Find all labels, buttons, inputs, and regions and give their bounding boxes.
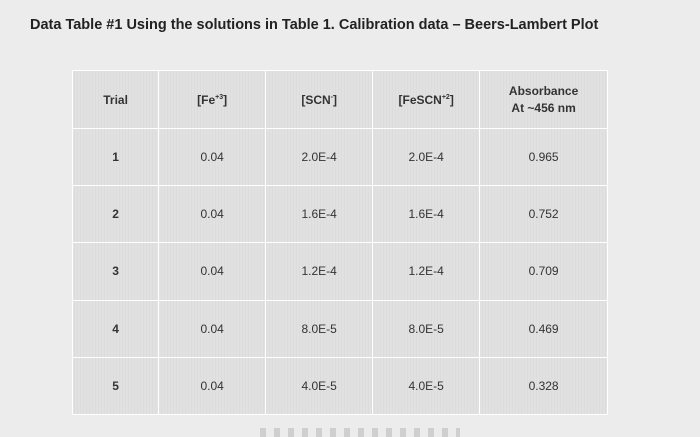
header-trial-label: Trial <box>103 92 128 107</box>
table-header-row: Trial [Fe+3] [SCN-] [FeSCN+2] Absorbance… <box>71 70 608 129</box>
cell-absorbance: 0.328 <box>479 356 608 416</box>
cell-trial: 5 <box>71 356 160 416</box>
cell-fescn: 1.2E-4 <box>372 242 481 301</box>
table-row: 2 0.04 1.6E-4 1.6E-4 0.752 <box>71 185 608 244</box>
cell-fescn: 8.0E-5 <box>372 299 481 358</box>
heading-bold-part: Calibration data – Beers-Lambert Plot <box>338 17 599 33</box>
cell-trial: 1 <box>71 127 160 187</box>
cell-fescn: 2.0E-4 <box>372 127 481 187</box>
cell-scn: 2.0E-4 <box>265 127 374 187</box>
header-fe-close: ] <box>223 92 228 107</box>
header-abs-line1: Absorbance <box>508 84 579 98</box>
calibration-data-table: Trial [Fe+3] [SCN-] [FeSCN+2] Absorbance… <box>71 70 608 416</box>
header-trial: Trial <box>71 70 160 129</box>
table-row: 5 0.04 4.0E-5 4.0E-5 0.328 <box>71 356 608 416</box>
cell-fescn: 1.6E-4 <box>372 185 481 244</box>
cell-fe: 0.04 <box>158 127 267 187</box>
cell-fe: 0.04 <box>158 299 267 358</box>
header-fescn-close: ] <box>449 92 454 107</box>
header-scn-close: ] <box>333 92 338 107</box>
cell-trial: 4 <box>71 299 160 358</box>
header-absorbance: Absorbance At ~456 nm <box>479 70 608 129</box>
header-fescn-sup: +2 <box>441 93 450 101</box>
header-abs-line2: At ~456 nm <box>511 101 576 115</box>
header-scn: [SCN-] <box>265 70 374 129</box>
cell-fe: 0.04 <box>158 242 267 301</box>
heading-label: Data Table #1 Using the solutions in Tab… <box>30 17 335 33</box>
header-scn-sup: - <box>330 93 334 101</box>
cell-trial: 3 <box>71 242 160 301</box>
cell-scn: 4.0E-5 <box>265 356 374 416</box>
header-scn-base: [SCN <box>301 92 331 107</box>
header-fescn: [FeSCN+2] <box>372 70 481 129</box>
cell-absorbance: 0.709 <box>479 242 608 301</box>
header-fescn-base: [FeSCN <box>398 92 442 107</box>
cell-absorbance: 0.752 <box>479 185 608 244</box>
table-row: 1 0.04 2.0E-4 2.0E-4 0.965 <box>71 127 608 187</box>
header-fe-base: [Fe <box>197 92 216 107</box>
cell-scn: 8.0E-5 <box>265 299 374 358</box>
table-row: 4 0.04 8.0E-5 8.0E-5 0.469 <box>71 299 608 358</box>
cell-fe: 0.04 <box>158 356 267 416</box>
cell-scn: 1.6E-4 <box>265 185 374 244</box>
header-fe: [Fe+3] <box>158 70 267 129</box>
header-fe-sup: +3 <box>215 93 224 101</box>
page-heading: Data Table #1 Using the solutions in Tab… <box>30 17 598 33</box>
cell-trial: 2 <box>71 185 160 244</box>
cell-fe: 0.04 <box>158 185 267 244</box>
table-row: 3 0.04 1.2E-4 1.2E-4 0.709 <box>71 242 608 301</box>
cropped-text-fragment <box>260 428 460 437</box>
cell-absorbance: 0.469 <box>479 299 608 358</box>
cell-scn: 1.2E-4 <box>265 242 374 301</box>
cell-absorbance: 0.965 <box>479 127 608 187</box>
cell-fescn: 4.0E-5 <box>372 356 481 416</box>
